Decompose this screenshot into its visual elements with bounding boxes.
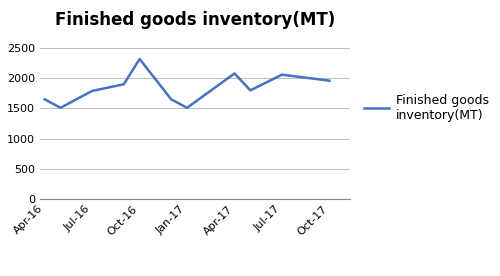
Finished goods
inventory(MT)	[326, 79, 332, 82]
Finished goods
inventory(MT)	[248, 89, 254, 92]
Legend: Finished goods
inventory(MT): Finished goods inventory(MT)	[360, 89, 494, 127]
Line: Finished goods
inventory(MT): Finished goods inventory(MT)	[44, 59, 330, 108]
Finished goods
inventory(MT)	[121, 83, 127, 86]
Title: Finished goods inventory(MT): Finished goods inventory(MT)	[55, 11, 335, 29]
Finished goods
inventory(MT)	[42, 98, 48, 101]
Finished goods
inventory(MT)	[89, 89, 95, 92]
Finished goods
inventory(MT)	[168, 98, 174, 101]
Finished goods
inventory(MT)	[232, 72, 237, 75]
Finished goods
inventory(MT)	[58, 106, 64, 110]
Finished goods
inventory(MT)	[136, 57, 142, 61]
Finished goods
inventory(MT)	[184, 106, 190, 110]
Finished goods
inventory(MT)	[279, 73, 285, 76]
